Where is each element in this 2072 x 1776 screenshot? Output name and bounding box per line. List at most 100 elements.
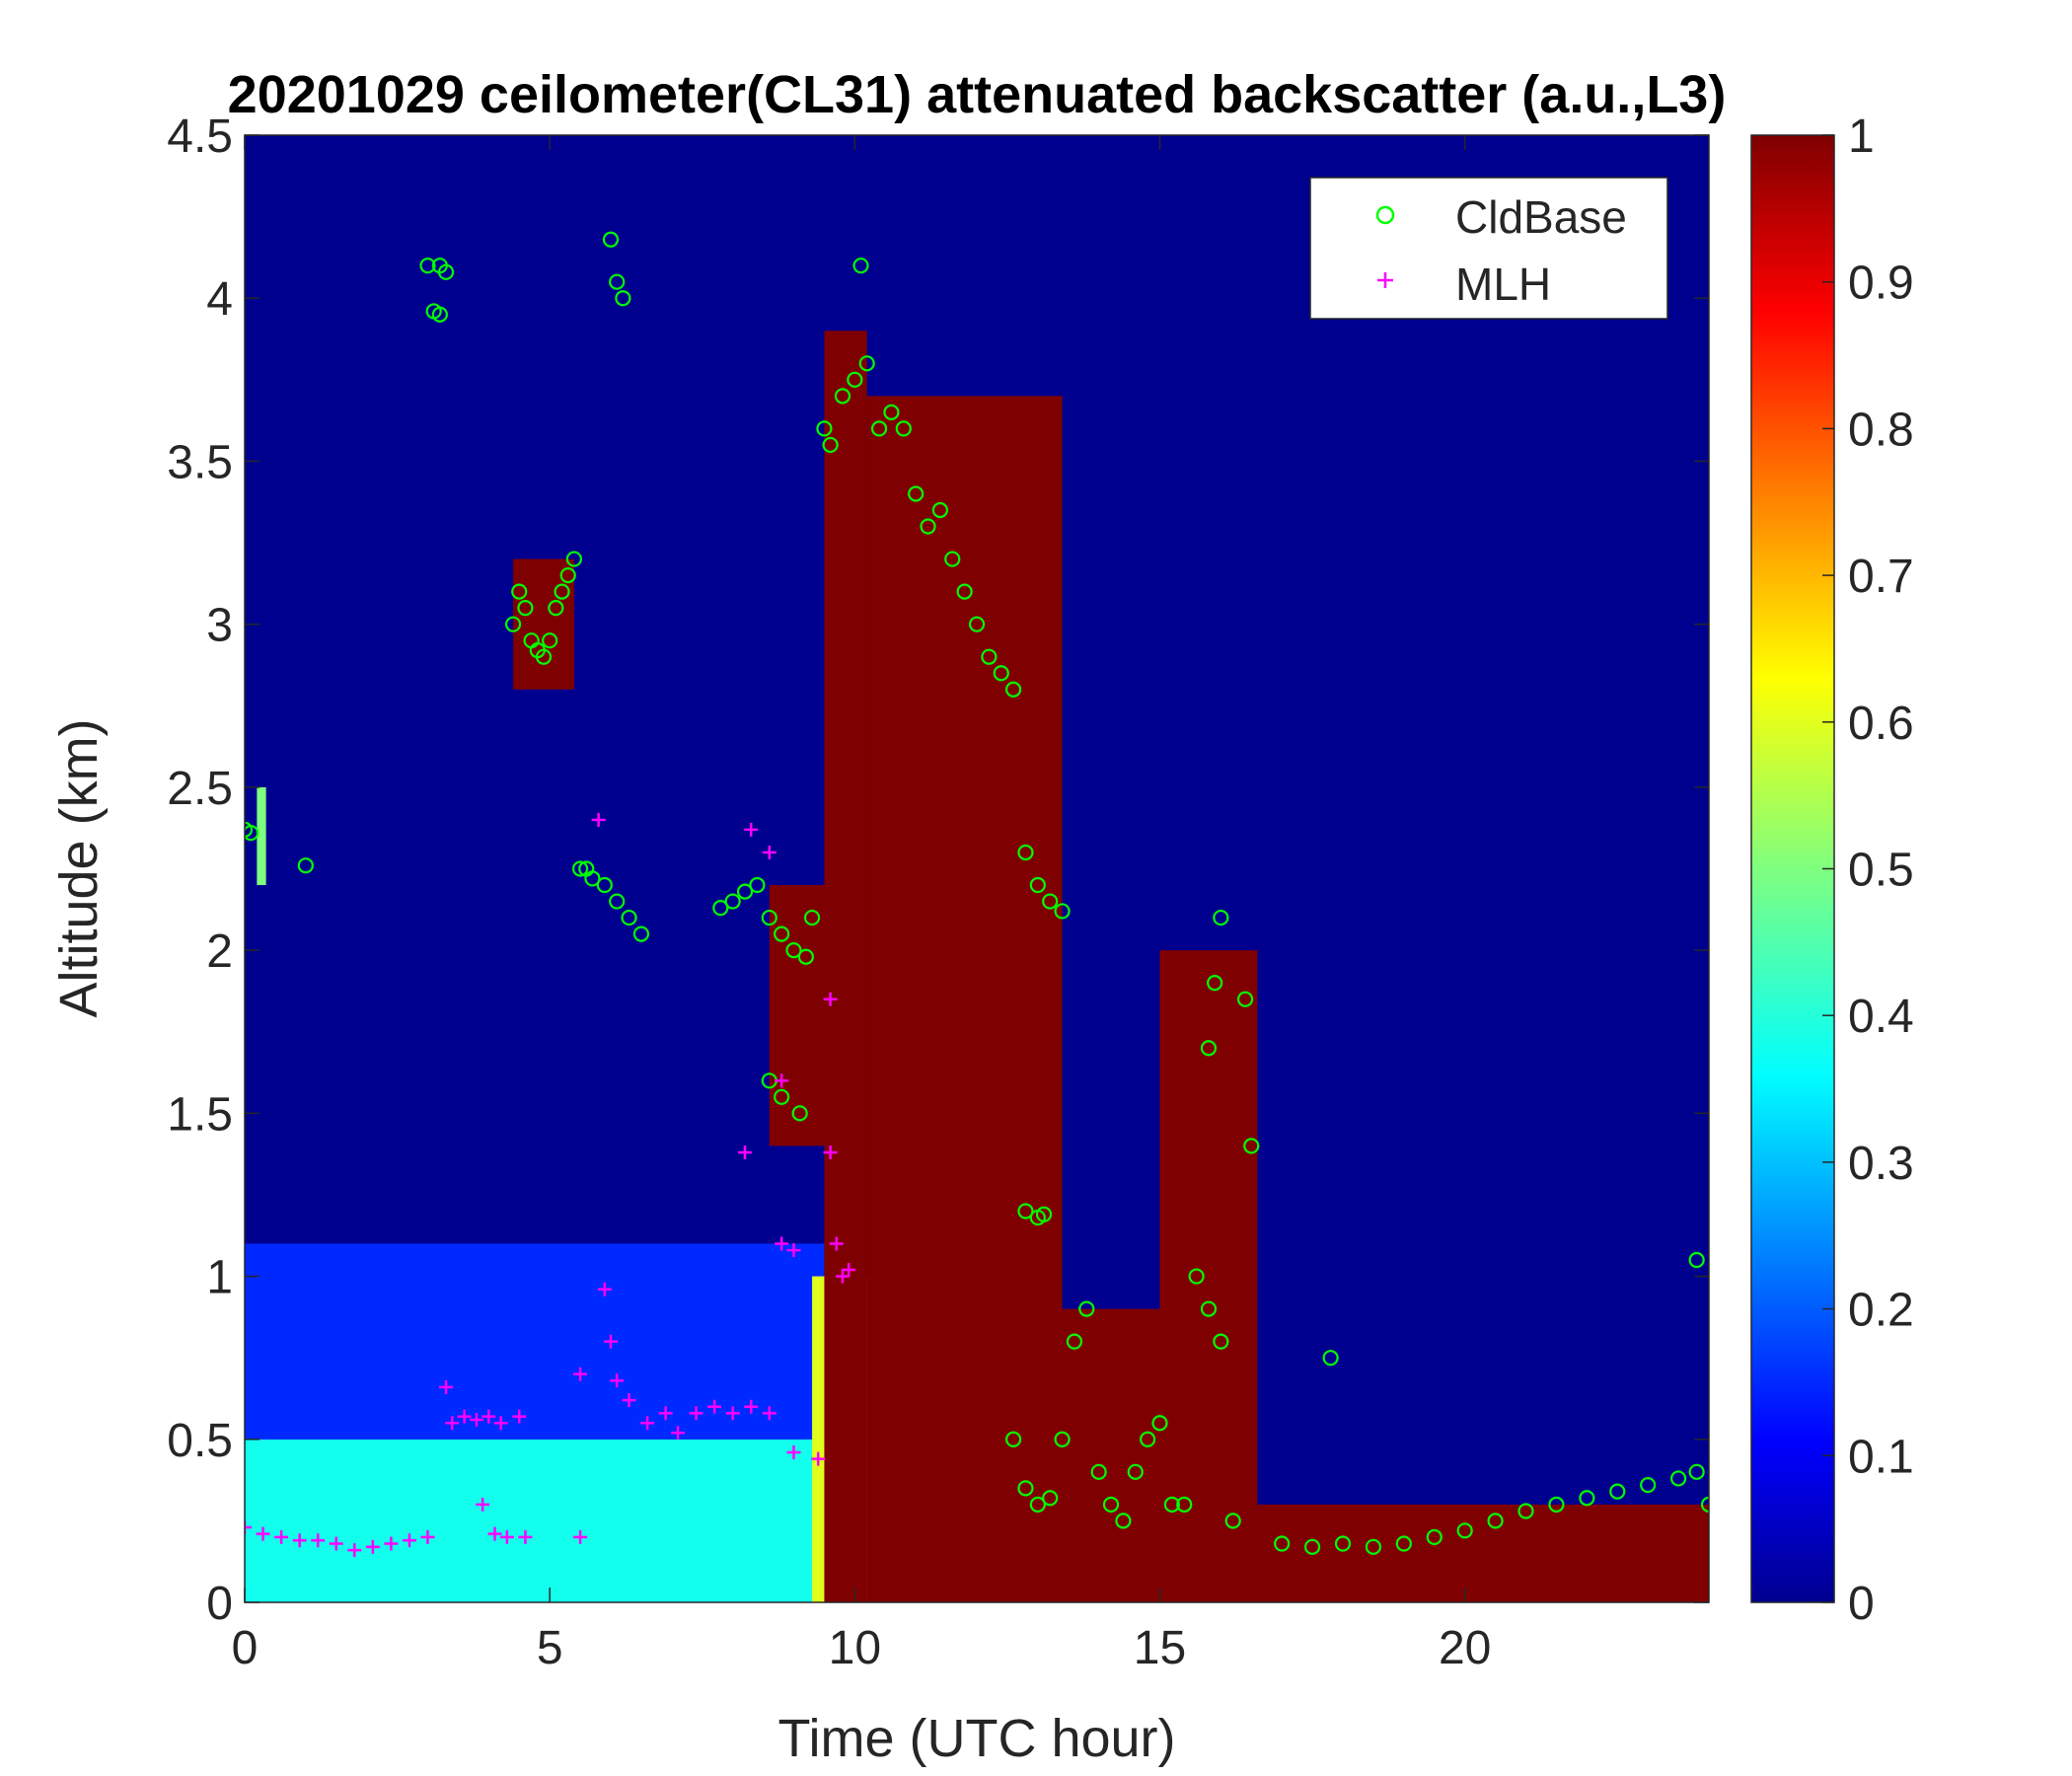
x-axis-label: Time (UTC hour) (777, 1709, 1175, 1768)
mlh-point (842, 1262, 856, 1277)
cldbase-point (1017, 1203, 1034, 1220)
mlh-point (402, 1533, 416, 1548)
cldbase-point (609, 893, 626, 910)
cldbase-point (504, 616, 522, 632)
legend: CldBase MLH (1309, 177, 1668, 320)
mlh-point (689, 1406, 703, 1421)
mlh-point (445, 1416, 460, 1431)
cldbase-point (1365, 1538, 1382, 1555)
colorbar-tick-label: 0 (1848, 1578, 1875, 1630)
cldbase-point (883, 404, 900, 420)
colorbar-tick-label: 0.1 (1848, 1431, 1914, 1483)
cldbase-point (1078, 1300, 1095, 1317)
mlh-point (658, 1406, 673, 1421)
cldbase-point (571, 860, 589, 877)
cldbase-point (870, 420, 888, 437)
x-tick-label: 20 (1439, 1622, 1491, 1674)
cldbase-series (245, 231, 1709, 1555)
colorbar-tick-label: 1 (1848, 111, 1875, 163)
cldbase-point (1127, 1463, 1144, 1480)
cldbase-point (1200, 1040, 1218, 1057)
mlh-point (274, 1529, 289, 1544)
colorbar-tick-label: 0.4 (1848, 991, 1914, 1043)
cldbase-point (1243, 1138, 1260, 1154)
cldbase-point (968, 616, 986, 632)
cldbase-point (1213, 909, 1229, 926)
x-tick-label: 15 (1134, 1622, 1186, 1674)
plot-frame (244, 134, 1710, 1603)
cldbase-point (1054, 1431, 1071, 1447)
mlh-point (493, 1416, 508, 1431)
cldbase-point (1700, 1496, 1709, 1513)
cldbase-point (1029, 876, 1046, 894)
cldbase-point (852, 258, 869, 274)
cldbase-point (1334, 1535, 1352, 1552)
heatmap-region-9 (257, 786, 266, 886)
cldbase-point (724, 893, 741, 910)
cldbase-point (847, 371, 863, 388)
heatmap-region-8 (513, 558, 574, 690)
x-tick-label: 10 (829, 1622, 881, 1674)
cldbase-point (816, 420, 833, 437)
mlh-point (311, 1533, 326, 1548)
mlh-point (439, 1379, 454, 1394)
mlh-point (823, 992, 838, 1006)
cldbase-point (431, 306, 448, 323)
y-tick-label: 3.5 (167, 436, 233, 488)
cldbase-point (1017, 844, 1034, 861)
colorbar-tick-label: 0.7 (1848, 551, 1914, 603)
cldbase-point (542, 632, 558, 649)
cldbase-point (749, 876, 766, 894)
mlh-point (365, 1539, 380, 1554)
mlh-point (786, 1243, 801, 1258)
cldbase-point (1042, 1490, 1059, 1507)
cldbase-point (517, 600, 534, 617)
cldbase-point (920, 518, 936, 535)
mlh-point (518, 1529, 533, 1544)
cldbase-point (761, 909, 777, 926)
legend-mlh-label: MLH (1455, 259, 1551, 310)
cldbase-point (797, 948, 814, 965)
mlh-point (481, 1409, 496, 1424)
cldbase-point (1548, 1496, 1565, 1513)
cldbase-point (609, 273, 626, 290)
cldbase-point (1102, 1496, 1120, 1513)
y-tick-label: 3 (206, 600, 233, 652)
cldbase-point (931, 501, 949, 519)
cldbase-point (1395, 1535, 1412, 1552)
cldbase-point (437, 263, 455, 280)
mlh-point (725, 1406, 740, 1421)
mlh-point (573, 1529, 588, 1544)
cldbase-point (1207, 975, 1223, 992)
cldbase-point (1151, 1415, 1168, 1432)
cldbase-point (511, 583, 528, 600)
cldbase-point (981, 648, 998, 665)
mlh-point (256, 1526, 270, 1541)
mlh-point (835, 1269, 850, 1284)
heatmap-region-7 (1257, 1504, 1709, 1602)
cldbase-point (1322, 1350, 1339, 1367)
mlh-point (597, 1282, 612, 1296)
cldbase-point (548, 600, 564, 617)
mlh-point (591, 812, 606, 827)
mlh-point (347, 1543, 362, 1558)
cldbase-point (559, 566, 576, 584)
heatmap-region-6 (1159, 950, 1258, 1602)
mlh-point (744, 1399, 759, 1414)
cldbase-point (1517, 1503, 1534, 1519)
mlh-point (499, 1529, 514, 1544)
mlh-point (744, 822, 759, 837)
cldbase-point (1163, 1496, 1180, 1513)
cldbase-point (1066, 1333, 1083, 1350)
cldbase-point (1042, 893, 1059, 910)
cldbase-point (602, 231, 620, 248)
x-tick-label: 0 (232, 1622, 259, 1674)
mlh-point (469, 1412, 483, 1427)
y-tick-label: 2.5 (167, 763, 233, 815)
colorbar-axis: 0 0.1 0.2 0.3 0.4 0.5 0.6 0.7 0.8 0.9 1 (1822, 111, 1914, 1630)
cldbase-point (1140, 1431, 1156, 1447)
cldbase-point (1017, 1480, 1034, 1497)
cldbase-point (1200, 1300, 1218, 1317)
x-axis: 0 5 10 15 20 (232, 135, 1491, 1674)
cldbase-point (554, 583, 570, 600)
